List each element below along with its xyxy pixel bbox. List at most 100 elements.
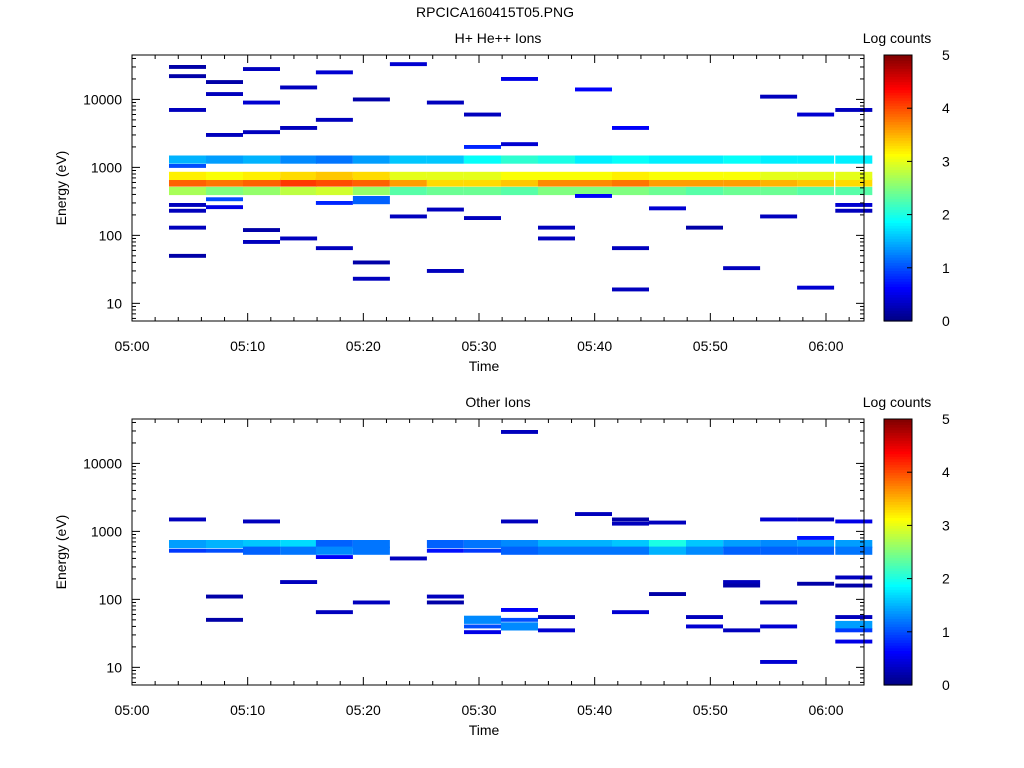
heatmap-cell xyxy=(389,62,427,67)
colorbar-segment xyxy=(884,174,912,178)
heatmap-cell xyxy=(649,540,686,549)
colorbar-segment xyxy=(884,92,912,96)
heatmap-cell xyxy=(464,171,501,180)
heatmap-cell xyxy=(169,108,206,112)
figure-filename: RPCICA160415T05.PNG xyxy=(416,4,574,20)
colorbar-segment xyxy=(884,578,912,582)
colorbar-segment xyxy=(884,281,912,285)
heatmap-cell xyxy=(169,74,206,79)
heatmap-cell xyxy=(169,540,206,549)
heatmap-cell xyxy=(169,203,206,207)
heatmap-cell xyxy=(835,615,873,619)
colorbar-segment xyxy=(884,583,912,588)
heatmap-cell xyxy=(206,186,243,196)
colorbar-segment xyxy=(884,464,912,468)
heatmap-cell xyxy=(352,276,390,281)
heatmap-cell xyxy=(760,624,798,629)
colorbar-segment xyxy=(884,222,912,226)
colorbar-tick-label: 2 xyxy=(942,207,950,223)
heatmap-cell xyxy=(501,77,538,81)
colorbar-segment xyxy=(884,121,912,125)
colorbar-segment xyxy=(884,559,912,564)
heatmap-cell xyxy=(501,142,538,147)
heatmap-cell xyxy=(538,615,575,619)
heatmap-cell xyxy=(501,178,538,187)
colorbar-segment xyxy=(884,472,912,476)
heatmap-cell xyxy=(575,155,612,164)
colorbar-segment xyxy=(884,536,912,540)
x-tick-label: 05:30 xyxy=(461,338,496,354)
heatmap-cell xyxy=(315,117,353,122)
colorbar-segment xyxy=(884,544,912,548)
colorbar-segment xyxy=(884,150,912,155)
heatmap-cell xyxy=(649,178,686,187)
colorbar-segment xyxy=(884,682,912,686)
colorbar-segment xyxy=(884,594,912,598)
heatmap-cell xyxy=(389,171,427,180)
heatmap-cell xyxy=(206,540,243,549)
heatmap-cell xyxy=(501,546,538,555)
heatmap-cell xyxy=(352,178,390,187)
y-axis-label: Energy (eV) xyxy=(53,515,69,590)
heatmap-cell xyxy=(649,592,686,596)
colorbar-segment xyxy=(884,209,912,213)
colorbar-segment xyxy=(884,273,912,277)
colorbar-tick-label: 5 xyxy=(942,411,950,427)
heatmap-cell xyxy=(797,536,835,540)
colorbar-segment xyxy=(884,246,912,250)
colorbar-segment xyxy=(884,575,912,580)
bottom-panel-title: Other Ions xyxy=(465,394,531,410)
heatmap-cell xyxy=(575,194,612,198)
heatmap-cell xyxy=(575,546,612,555)
heatmap-cell xyxy=(575,178,612,187)
colorbar-segment xyxy=(884,474,912,479)
colorbar-segment xyxy=(884,193,912,197)
colorbar-segment xyxy=(884,448,912,452)
colorbar-segment xyxy=(884,639,912,644)
heatmap-cell xyxy=(206,80,243,84)
heatmap-cell xyxy=(501,186,538,196)
heatmap-cell xyxy=(169,155,206,164)
y-tick-label: 1000 xyxy=(91,159,122,175)
heatmap-cell xyxy=(426,171,464,180)
heatmap-cell xyxy=(426,269,464,273)
colorbar-segment xyxy=(884,275,912,280)
x-tick-label: 05:00 xyxy=(114,338,149,354)
colorbar-segment xyxy=(884,84,912,88)
x-axis-label: Time xyxy=(469,722,500,738)
y-tick-label: 10000 xyxy=(83,91,122,107)
heatmap-cell xyxy=(464,615,501,624)
heatmap-cell xyxy=(612,610,649,615)
heatmap-cell xyxy=(280,540,318,549)
colorbar-segment xyxy=(884,190,912,194)
colorbar-segment xyxy=(884,153,912,157)
x-tick-label: 05:10 xyxy=(230,702,265,718)
colorbar-segment xyxy=(884,445,912,449)
heatmap-cell xyxy=(538,236,575,241)
heatmap-cell xyxy=(538,225,575,230)
colorbar-segment xyxy=(884,188,912,192)
colorbar-segment xyxy=(884,424,912,428)
colorbar-segment xyxy=(884,570,912,574)
colorbar-segment xyxy=(884,214,912,218)
colorbar-segment xyxy=(884,318,912,322)
top-panel-title: H+ He++ Ions xyxy=(454,30,542,46)
heatmap-cell xyxy=(575,186,612,196)
x-axis-label: Time xyxy=(469,358,500,374)
heatmap-cell xyxy=(426,155,464,164)
colorbar-segment xyxy=(884,76,912,80)
heatmap-cell xyxy=(169,225,206,230)
colorbar-segment xyxy=(884,97,912,101)
colorbar-segment xyxy=(884,671,912,675)
heatmap-cell xyxy=(797,155,835,164)
heatmap-cell xyxy=(612,126,649,130)
colorbar-segment xyxy=(884,206,912,210)
colorbar-segment xyxy=(884,613,912,617)
colorbar-segment xyxy=(884,477,912,481)
colorbar-segment xyxy=(884,129,912,133)
colorbar-segment xyxy=(884,283,912,288)
heatmap-cell xyxy=(797,581,835,586)
colorbar-segment xyxy=(884,238,912,242)
heatmap-cell xyxy=(797,546,835,555)
x-tick-label: 06:00 xyxy=(808,338,843,354)
